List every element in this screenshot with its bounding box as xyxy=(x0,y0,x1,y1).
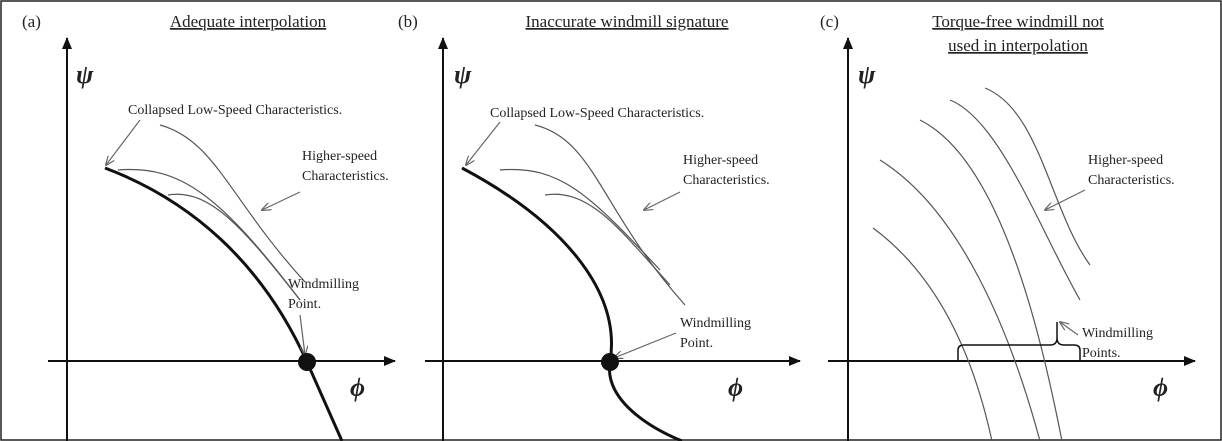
curve xyxy=(984,87,1091,266)
annotation: Characteristics. xyxy=(302,169,389,184)
y-axis-label: ψ xyxy=(454,60,472,89)
curve xyxy=(159,124,306,283)
annotation: Collapsed Low-Speed Characteristics. xyxy=(128,103,342,118)
arrow xyxy=(466,121,501,165)
y-axis-label: ψ xyxy=(858,60,876,89)
x-axis-label: ϕ xyxy=(350,373,365,402)
x-axis-label: ϕ xyxy=(728,373,743,402)
curve xyxy=(499,168,661,271)
annotation: Higher-speed xyxy=(302,149,377,164)
panel-label: (b) xyxy=(398,12,418,31)
arrow xyxy=(614,332,677,358)
annotation: Point. xyxy=(288,297,321,312)
annotation: Characteristics. xyxy=(1088,173,1175,188)
annotation: Characteristics. xyxy=(683,173,770,188)
panel-label: (a) xyxy=(22,12,41,31)
annotation: Point. xyxy=(680,336,713,351)
curve xyxy=(167,193,301,301)
arrow xyxy=(262,191,301,210)
arrow xyxy=(106,119,141,165)
curve xyxy=(879,159,1041,441)
panel-label: (c) xyxy=(820,12,839,31)
curve xyxy=(104,166,344,441)
curve xyxy=(544,193,671,286)
arrow xyxy=(1060,322,1079,336)
panel-b: (b) Inaccurate windmill signature ψ ϕ Co… xyxy=(398,12,801,441)
curve xyxy=(919,119,1063,441)
curve xyxy=(949,99,1081,301)
arrow xyxy=(644,191,681,210)
x-axis-label: ϕ xyxy=(1153,373,1168,402)
annotation: Collapsed Low-Speed Characteristics. xyxy=(490,106,704,121)
panel-a: (a) Adequate interpolation ψ ϕ Collapsed… xyxy=(22,12,396,441)
annotation: Higher-speed xyxy=(683,153,758,168)
annotation: Windmilling xyxy=(1082,326,1153,341)
y-axis-label: ψ xyxy=(76,60,94,89)
curve xyxy=(872,227,993,441)
annotation: Points. xyxy=(1082,346,1121,361)
panel-c: (c) Torque-free windmill not used in int… xyxy=(820,12,1196,441)
curve xyxy=(117,168,301,301)
windmill-point xyxy=(298,353,316,371)
curve xyxy=(534,124,686,306)
annotation: Windmilling xyxy=(680,316,751,331)
panel-title: Inaccurate windmill signature xyxy=(526,12,729,31)
arrow xyxy=(299,314,305,355)
windmill-point xyxy=(601,353,619,371)
arrow xyxy=(1045,189,1086,210)
annotation: Higher-speed xyxy=(1088,153,1163,168)
panel-title: used in interpolation xyxy=(948,36,1088,55)
panel-title: Torque-free windmill not xyxy=(932,12,1104,31)
brace xyxy=(957,322,1081,360)
annotation: Windmilling xyxy=(288,277,359,292)
panel-title: Adequate interpolation xyxy=(170,12,327,31)
curve xyxy=(461,166,683,441)
